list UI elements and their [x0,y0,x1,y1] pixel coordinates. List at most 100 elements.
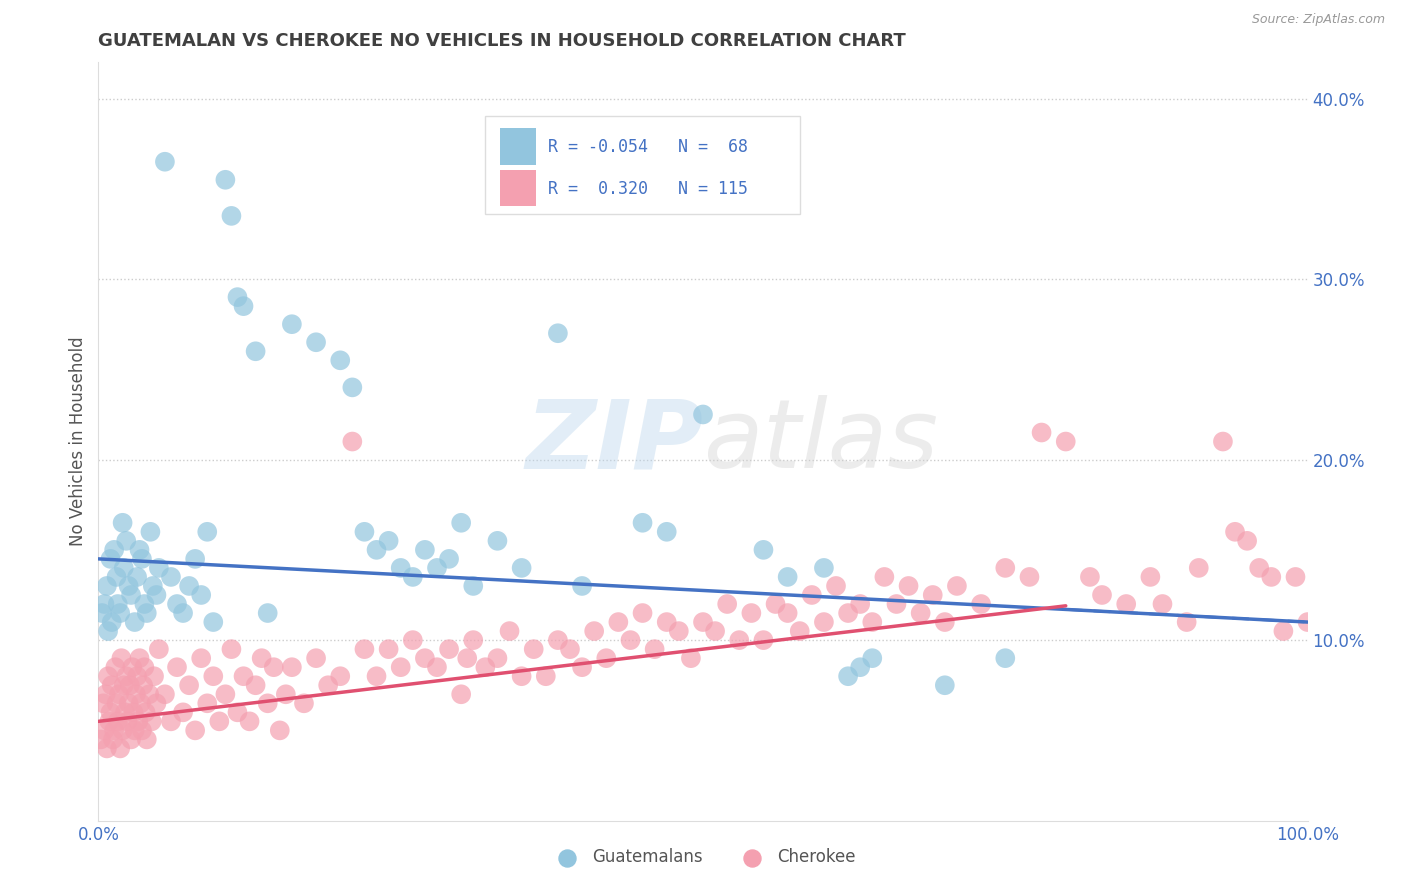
Point [128,651,150,665]
Point [860,651,883,665]
Point [765,597,787,611]
Point [534,669,557,683]
Point [1296,615,1319,629]
Point [93,597,115,611]
Point [274,687,297,701]
Point [1175,615,1198,629]
Point [108,741,131,756]
Point [148,642,170,657]
Point [221,642,243,657]
Point [946,579,969,593]
Point [135,732,157,747]
Point [114,706,136,720]
Point [135,706,157,720]
Point [214,173,236,187]
Point [160,570,183,584]
Point [202,615,225,629]
Point [143,669,166,683]
Point [195,696,218,710]
Point [184,723,207,738]
Point [692,615,714,629]
Point [142,579,165,593]
Point [921,588,943,602]
Point [221,209,243,223]
Point [256,696,278,710]
Point [118,579,141,593]
Point [104,660,127,674]
Point [692,408,714,422]
Point [256,606,278,620]
Point [131,723,153,738]
Point [105,696,128,710]
Point [1272,624,1295,639]
Point [353,524,375,539]
Legend: Guatemalans, Cherokee: Guatemalans, Cherokee [544,842,862,873]
Point [1212,434,1234,449]
Point [1284,570,1306,584]
Point [800,588,823,602]
Point [619,633,641,648]
Point [1260,570,1282,584]
Point [910,606,932,620]
Point [125,687,148,701]
Point [179,678,201,692]
Point [115,533,138,548]
Point [837,669,859,683]
Point [305,335,328,350]
Point [510,561,533,575]
Point [571,579,593,593]
Point [292,696,315,710]
Point [120,732,142,747]
Point [226,290,249,304]
Text: atlas: atlas [703,395,938,488]
Point [98,714,121,729]
Point [91,606,114,620]
Point [108,606,131,620]
Point [353,642,375,657]
Point [122,706,145,720]
Text: Source: ZipAtlas.com: Source: ZipAtlas.com [1251,13,1385,27]
Point [107,597,129,611]
Point [1188,561,1211,575]
Point [474,660,496,674]
FancyBboxPatch shape [501,128,536,165]
Point [595,651,617,665]
Point [118,678,141,692]
Point [716,597,738,611]
Point [994,561,1017,575]
Point [135,606,157,620]
Point [413,651,436,665]
Point [1115,597,1137,611]
Point [166,597,188,611]
Point [115,669,138,683]
Point [117,714,139,729]
Point [426,660,449,674]
Point [96,741,118,756]
Point [860,615,883,629]
Point [571,660,593,674]
Point [172,706,194,720]
Y-axis label: No Vehicles in Household: No Vehicles in Household [69,336,87,547]
Point [934,615,956,629]
Point [897,579,920,593]
Point [100,678,122,692]
Point [329,353,352,368]
Point [134,597,156,611]
Point [752,542,775,557]
Point [631,606,654,620]
Point [108,687,131,701]
Point [655,524,678,539]
Point [127,714,149,729]
Point [1078,570,1101,584]
Point [100,615,122,629]
Point [450,516,472,530]
Point [366,542,388,557]
Point [402,570,425,584]
Point [124,723,146,738]
Point [1249,561,1271,575]
Text: R = -0.054   N =  68: R = -0.054 N = 68 [548,138,748,156]
Point [232,299,254,313]
Point [316,678,339,692]
Point [1091,588,1114,602]
Point [145,588,167,602]
